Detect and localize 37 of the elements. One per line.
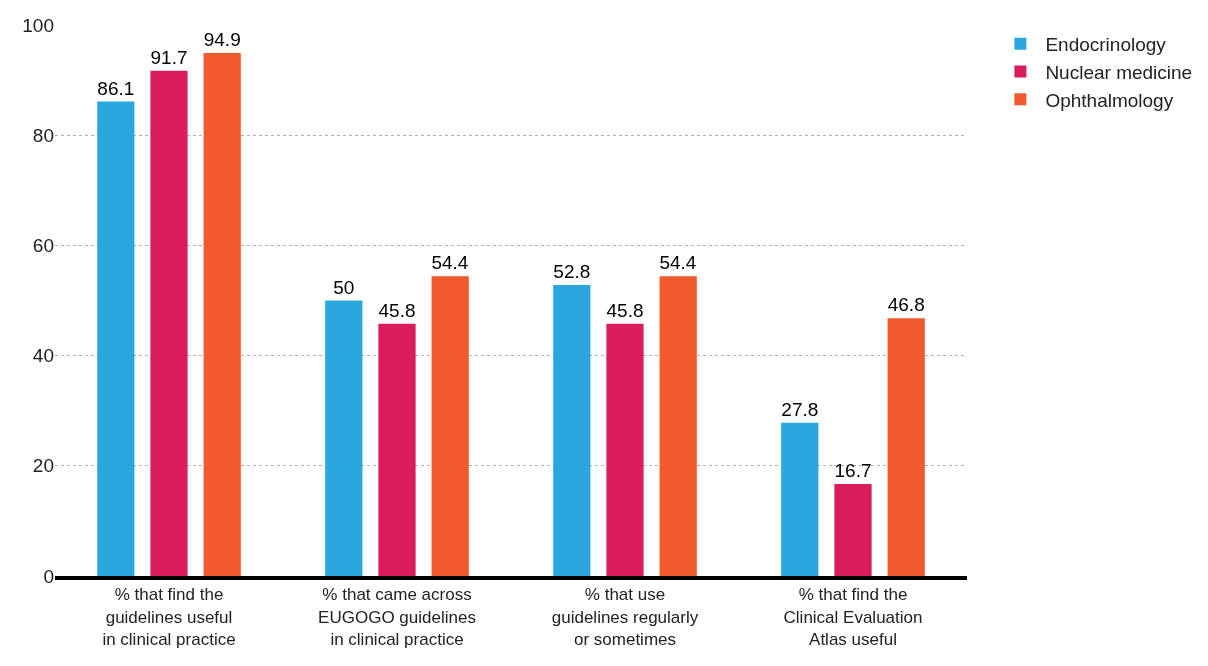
bar [887, 318, 925, 576]
x-tick-label: % that came across EUGOGO guidelines in clinical practice [318, 585, 476, 649]
y-tick-label: 80 [32, 124, 54, 146]
data-label: 46.8 [887, 294, 925, 316]
data-label: 91.7 [150, 46, 188, 68]
data-label: 45.8 [378, 299, 416, 321]
data-label: 45.8 [606, 299, 644, 321]
data-label: 54.4 [659, 252, 697, 274]
data-label: 16.7 [834, 459, 872, 481]
data-label: 50 [333, 276, 355, 298]
bar [606, 323, 644, 576]
y-tick-label: 60 [32, 235, 54, 257]
legend-label: Ophthalmology [1045, 89, 1174, 111]
y-tick-label: 20 [32, 455, 54, 477]
bar [781, 422, 819, 576]
legend-label: Endocrinology [1045, 34, 1167, 56]
bar [659, 276, 697, 576]
bar [431, 276, 469, 576]
x-tick-label: % that find the guidelines useful in clinical practice [102, 585, 236, 649]
data-label: 52.8 [553, 261, 591, 283]
bar [553, 285, 591, 576]
bar [378, 323, 416, 576]
bar [834, 483, 872, 576]
y-tick-label: 0 [43, 565, 54, 587]
y-tick-label: 100 [22, 14, 54, 36]
x-tick-label: % that find the Clinical Evaluation Atlas useful [783, 585, 923, 649]
bar [150, 70, 188, 576]
legend-label: Nuclear medicine [1045, 61, 1193, 83]
data-label: 86.1 [97, 77, 135, 99]
y-tick-label: 40 [32, 345, 54, 367]
bar [325, 300, 363, 576]
x-tick-label: % that use guidelines regularly or sometimes [551, 585, 699, 649]
bar [97, 101, 135, 576]
data-label: 94.9 [203, 29, 241, 51]
data-label: 27.8 [781, 398, 819, 420]
data-label: 54.4 [431, 252, 469, 274]
bar [203, 53, 241, 576]
